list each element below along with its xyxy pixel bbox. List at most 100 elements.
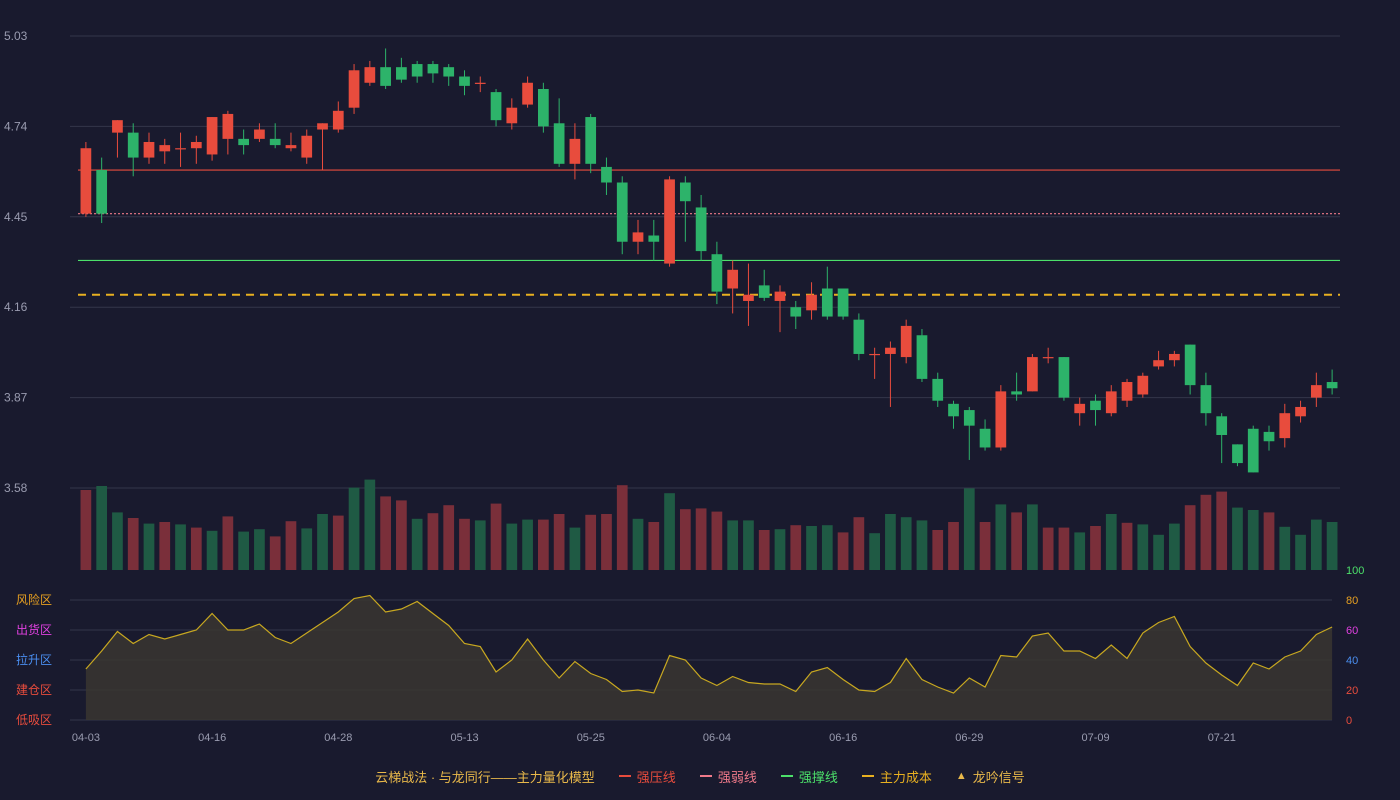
legend-title: 云梯战法 · 与龙同行——主力量化模型 [375,769,595,785]
candle-body [80,148,92,214]
candle-body [1168,353,1180,361]
volume-series [80,479,1338,570]
triangle-icon: ▲ [955,769,967,782]
candle-body [948,403,959,417]
volume-bar [96,486,108,570]
zone-label: 建仓区 [16,683,52,697]
x-tick-label: 04-03 [72,732,100,744]
legend-item-cost[interactable]: 主力成本 [861,767,932,786]
candle-body [427,64,439,74]
candle-body [1295,406,1306,417]
candle-body [443,67,455,77]
legend-label: 强压线 [636,769,676,785]
candle-body [1184,344,1196,386]
zone-label: 风险区 [16,592,52,607]
volume-bar [601,514,612,570]
candle-body [790,307,802,317]
candle-body [348,70,360,108]
candle-body [411,64,423,77]
candle-body [96,170,108,214]
candle-body [269,138,281,146]
volume-bar [853,517,865,570]
volume-bar [206,530,218,570]
indicator-tick-label: 40 [1346,655,1358,667]
indicator-tick-label: 20 [1346,685,1358,697]
candle-body [143,141,155,158]
volume-bar [112,512,123,570]
candle-body [1232,444,1243,464]
price-grid [70,35,1340,489]
candle-body [254,129,265,139]
x-tick-label: 07-21 [1208,732,1236,744]
volume-bar [490,503,502,570]
volume-bar [396,500,407,570]
candle-body [112,120,123,133]
volume-bar [806,526,817,570]
candle-body [664,179,675,264]
volume-bar [1232,507,1243,570]
volume-bar [900,517,912,570]
legend-label: 主力成本 [879,769,932,785]
volume-bar [1137,524,1149,570]
volume-bar [1279,526,1291,570]
legend-swatch [780,775,793,777]
volume-bar [254,529,265,570]
volume-bar [238,531,250,570]
candle-body [396,67,407,80]
candle-body [301,135,313,158]
volume-bar [443,505,455,570]
legend-item-weak[interactable]: 强弱线 [699,767,757,786]
volume-bar [1310,519,1322,570]
volume-bar [285,521,297,570]
candle-body [821,288,833,317]
candle-body [885,347,896,354]
candle-body [1216,416,1228,436]
volume-bar [506,523,518,570]
volume-bar [616,485,628,570]
indicator-tick-label: 60 [1346,625,1358,637]
candle-body [206,117,218,155]
volume-bar [1042,527,1054,570]
price-tick-label: 5.03 [4,29,28,43]
price-tick-label: 3.58 [4,481,28,495]
legend-label: 龙吟信号 [972,769,1025,785]
volume-bar [190,527,202,570]
candle-body [506,107,518,124]
candle-body [159,145,171,152]
candle-body [963,410,975,426]
candlestick-series [80,48,1338,473]
indicator-tick-label: 0 [1346,715,1352,727]
volume-bar [727,520,739,570]
indicator-series [85,594,1333,720]
volume-bar [332,515,344,570]
candle-body [1090,400,1101,411]
candle-body [727,269,739,289]
volume-bar [774,529,786,570]
volume-bar [348,487,360,570]
legend-item-support[interactable]: 强撑线 [780,767,838,786]
candle-body [758,285,770,298]
candle-body [1247,428,1259,473]
volume-bar [664,493,675,570]
x-tick-label: 06-29 [955,732,983,744]
candle-body [995,391,1007,448]
candle-body [916,335,928,379]
candle-body [648,235,660,242]
reference-lines [78,169,1340,296]
legend-item-signal[interactable]: ▲ 龙吟信号 [956,767,1025,786]
volume-bar [1105,514,1117,570]
candle-body [238,138,250,146]
volume-bar [679,509,691,570]
candle-body [585,117,597,164]
legend-swatch [699,775,712,777]
legend-swatch [861,775,874,777]
volume-bar [1058,527,1070,570]
volume-bar [1121,522,1133,570]
candle-body [1105,391,1117,414]
volume-bar [553,514,565,570]
candle-body [490,92,502,121]
legend-item-pressure[interactable]: 强压线 [618,767,676,786]
candle-body [332,110,344,130]
volume-bar [411,518,423,570]
